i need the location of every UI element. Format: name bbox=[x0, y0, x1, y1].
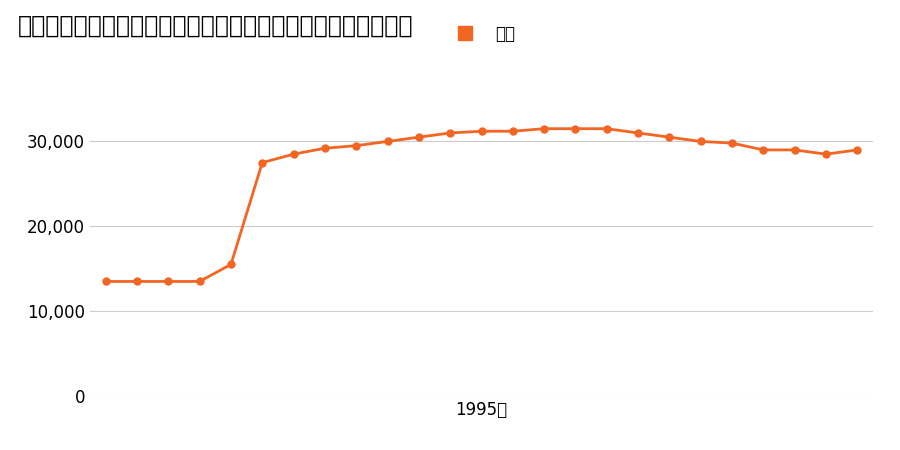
Legend: 価格: 価格 bbox=[442, 18, 521, 50]
Text: 新潟県中頑城郡頑城村大字上吉新田１７２９番１外の地価推移: 新潟県中頑城郡頑城村大字上吉新田１７２９番１外の地価推移 bbox=[18, 14, 413, 37]
